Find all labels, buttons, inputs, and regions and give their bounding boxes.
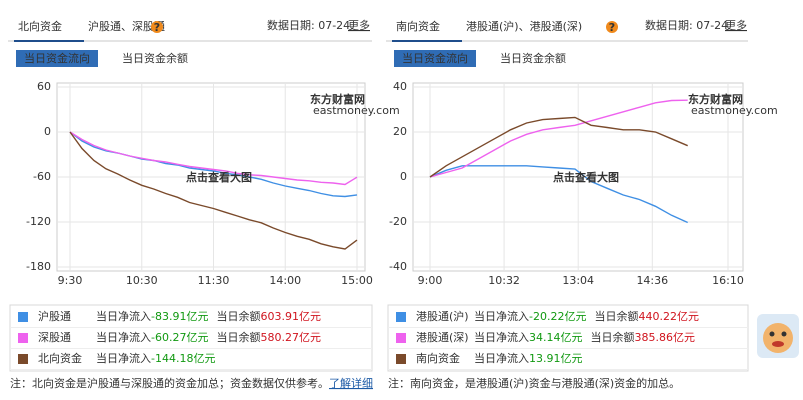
inflow-value: 13.91亿元	[529, 352, 583, 365]
y-tick-label: -120	[26, 215, 51, 228]
watermark: 东方财富网	[310, 92, 365, 106]
legend-name: 港股通(沪)	[416, 309, 469, 323]
balance-value: 603.91亿元	[260, 310, 321, 323]
series-line	[69, 131, 358, 250]
legend-swatch	[18, 354, 28, 364]
watermark-link[interactable]: 点击查看大图	[186, 170, 252, 184]
tab-active[interactable]	[16, 50, 98, 67]
y-tick-label: -180	[26, 260, 51, 273]
x-tick-label: 14:00	[269, 274, 301, 287]
balance-label: 当日余额	[216, 330, 260, 344]
legend-swatch	[396, 354, 406, 364]
y-tick-label: 40	[393, 80, 407, 93]
legend-name: 深股通	[38, 331, 71, 344]
x-tick-label: 10:30	[126, 274, 158, 287]
x-tick-label: 10:32	[488, 274, 520, 287]
x-tick-label: 9:00	[418, 274, 443, 287]
x-tick-label: 16:10	[712, 274, 744, 287]
panel-subtitle: 港股通(沪)、港股通(深)	[466, 19, 582, 33]
balance-label: 当日余额	[591, 330, 635, 344]
watermark-sub: eastmoney.com	[313, 104, 400, 117]
series-line	[429, 116, 688, 178]
legend-swatch	[18, 312, 28, 322]
panel-title: 南向资金	[396, 19, 440, 33]
note-text: 注：北向资金是沪股通与深股通的资金加总；资金数据仅供参考。	[10, 376, 329, 390]
data-date: 数据日期: 07-24	[645, 18, 728, 32]
balance-label: 当日余额	[216, 309, 260, 323]
inflow-value: -20.22亿元	[529, 310, 586, 323]
balance-label: 当日余额	[594, 309, 638, 323]
x-tick-label: 9:30	[58, 274, 83, 287]
watermark: 东方财富网	[688, 92, 743, 106]
legend-values: 当日净流入34.14亿元 当日余额385.86亿元	[474, 330, 695, 344]
legend-name: 沪股通	[38, 309, 71, 323]
note: 注：北向资金是沪股通与深股通的资金加总；资金数据仅供参考。了解详细	[10, 376, 373, 390]
balance-value: 385.86亿元	[635, 331, 696, 344]
tab[interactable]: 当日资金余额	[122, 51, 188, 65]
legend-values: 当日净流入-144.18亿元	[96, 351, 215, 365]
y-tick-label: -60	[33, 170, 51, 183]
y-tick-label: 60	[37, 80, 51, 93]
legend-name: 北向资金	[38, 351, 82, 365]
tab[interactable]: 当日资金流向	[402, 51, 468, 65]
legend-values: 当日净流入-20.22亿元 当日余额440.22亿元	[474, 309, 699, 323]
x-tick-label: 11:30	[198, 274, 230, 287]
legend-values: 当日净流入-83.91亿元 当日余额603.91亿元	[96, 309, 321, 323]
data-date: 数据日期: 07-24	[267, 18, 350, 32]
legend-values: 当日净流入13.91亿元	[474, 351, 583, 365]
help-icon[interactable]	[151, 21, 163, 33]
panel-title: 北向资金	[18, 19, 62, 33]
y-tick-label: -20	[389, 215, 407, 228]
series-line	[429, 99, 688, 178]
x-tick-label: 13:04	[562, 274, 594, 287]
inflow-label: 当日净流入	[474, 351, 529, 365]
legend-box	[9, 304, 373, 372]
note-link[interactable]: 了解详细	[329, 376, 373, 390]
help-mark[interactable]: ?	[609, 21, 615, 34]
x-tick-label: 14:36	[636, 274, 668, 287]
panel-subtitle: 沪股通、深股通	[88, 19, 165, 33]
y-tick-label: 0	[44, 125, 51, 138]
inflow-value: -144.18亿元	[151, 352, 215, 365]
legend-name: 南向资金	[416, 351, 460, 365]
inflow-label: 当日净流入	[96, 309, 151, 323]
legend-name: 港股通(深)	[416, 331, 469, 344]
note: 注：南向资金，是港股通(沪)资金与港股通(深)资金的加总。	[388, 376, 680, 390]
legend-swatch	[18, 333, 28, 343]
more-link[interactable]: 更多	[725, 18, 747, 32]
help-icon[interactable]	[606, 21, 618, 33]
inflow-value: -60.27亿元	[151, 331, 208, 344]
legend-values: 当日净流入-60.27亿元 当日余额580.27亿元	[96, 330, 321, 344]
tab[interactable]: 当日资金余额	[500, 51, 566, 65]
y-tick-label: 0	[400, 170, 407, 183]
inflow-value: 34.14亿元	[529, 331, 583, 344]
series-line	[429, 165, 688, 224]
inflow-label: 当日净流入	[96, 330, 151, 344]
legend-box	[387, 304, 749, 372]
note-text: 注：南向资金，是港股通(沪)资金与港股通(深)资金的加总。	[388, 376, 680, 390]
series-line	[69, 131, 358, 186]
tab-active[interactable]	[394, 50, 476, 67]
balance-value: 580.27亿元	[260, 331, 321, 344]
inflow-value: -83.91亿元	[151, 310, 208, 323]
watermark-link[interactable]: 点击查看大图	[553, 170, 619, 184]
legend-swatch	[396, 333, 406, 343]
help-mark[interactable]: ?	[154, 21, 160, 34]
legend-swatch	[396, 312, 406, 322]
watermark-sub: eastmoney.com	[691, 104, 778, 117]
x-tick-label: 15:00	[341, 274, 373, 287]
inflow-label: 当日净流入	[474, 309, 529, 323]
more-link[interactable]: 更多	[348, 18, 370, 32]
mascot	[757, 314, 799, 358]
y-tick-label: 20	[393, 125, 407, 138]
balance-value: 440.22亿元	[638, 310, 699, 323]
inflow-label: 当日净流入	[96, 351, 151, 365]
inflow-label: 当日净流入	[474, 330, 529, 344]
y-tick-label: -40	[389, 260, 407, 273]
tab[interactable]: 当日资金流向	[24, 51, 90, 65]
